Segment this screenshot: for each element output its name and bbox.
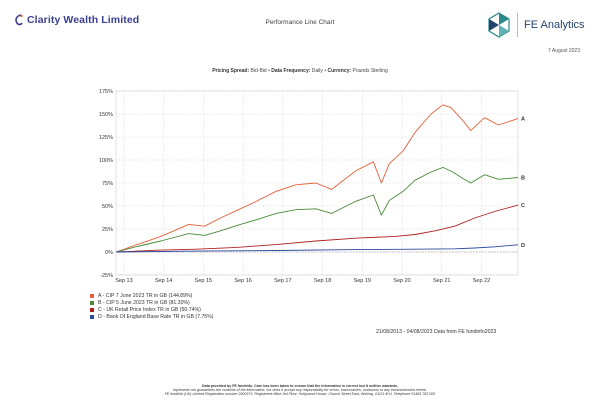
y-tick-label: 125% xyxy=(99,135,113,141)
param-separator: • xyxy=(268,68,270,74)
date-range: 21/08/2013 - 04/08/2023 Data from FE fun… xyxy=(376,329,497,335)
series-line-a xyxy=(115,104,519,253)
disclaimer-line-1: Data provided by FE fundinfo. Care has b… xyxy=(202,384,398,388)
disclaimer-line-2: represents nor guarantees the contents o… xyxy=(172,388,428,393)
y-tick-label: 75% xyxy=(102,181,113,187)
currency-value: Pounds Sterling xyxy=(352,68,388,74)
hexagon-logo-icon xyxy=(488,12,510,38)
y-tick-label: 100% xyxy=(99,158,113,164)
series-line-b xyxy=(115,166,519,253)
legend-swatch xyxy=(90,293,94,298)
y-tick-label: -25% xyxy=(100,273,113,279)
x-tick-label: Sep 16 xyxy=(234,278,251,284)
chart-parameters: Pricing Spread: Bid-Bid • Data Frequency… xyxy=(0,68,600,74)
series-line-c xyxy=(115,204,519,253)
legend-swatch xyxy=(90,314,94,319)
company-logo: Clarity Wealth Limited xyxy=(14,14,139,26)
company-name: Clarity Wealth Limited xyxy=(27,14,140,26)
x-tick-label: Sep 13 xyxy=(115,278,132,284)
series-end-label: C xyxy=(521,203,525,209)
disclaimer-line-3: FE fundinfo (UK) Limited Registration nu… xyxy=(164,392,436,397)
company-swirl-icon xyxy=(15,14,23,26)
legend-item: C - UK Retail Price Index TR in GB (50.7… xyxy=(90,306,214,313)
legend-item: B - CIP 5 June 2023 TR in GB (81.30%) xyxy=(90,299,214,306)
y-tick-label: 25% xyxy=(102,227,113,233)
param-separator: • xyxy=(324,68,327,74)
currency-label: Currency: xyxy=(327,68,352,74)
x-tick-label: Sep 15 xyxy=(195,278,212,284)
disclaimer-footer: Data provided by FE fundinfo. Care has b… xyxy=(60,384,540,397)
x-tick-label: Sep 14 xyxy=(155,278,172,284)
brand-separator xyxy=(517,13,518,37)
legend-item: D - Bank Of England Base Rate TR in GB (… xyxy=(90,313,214,320)
y-tick-label: 150% xyxy=(99,112,113,118)
x-tick-label: Sep 19 xyxy=(354,278,371,284)
x-tick-label: Sep 18 xyxy=(314,278,331,284)
y-tick-label: 0% xyxy=(105,250,113,256)
chart-legend: A - CIP 7 June 2023 TR in GB (144.89%) B … xyxy=(90,292,214,320)
legend-label: C - UK Retail Price Index TR in GB (50.7… xyxy=(98,306,201,313)
frequency-value: Daily xyxy=(311,68,323,74)
legend-item: A - CIP 7 June 2023 TR in GB (144.89%) xyxy=(90,292,214,299)
report-date: 7 August 2023 xyxy=(548,48,580,54)
legend-label: A - CIP 7 June 2023 TR in GB (144.89%) xyxy=(98,292,193,299)
pricing-label: Pricing Spread: xyxy=(212,68,250,74)
page-title: Performance Line Chart xyxy=(265,19,335,26)
brand-name: FE Analytics xyxy=(524,19,585,31)
x-tick-label: Sep 17 xyxy=(274,278,291,284)
y-tick-label: 175% xyxy=(99,89,113,95)
legend-label: B - CIP 5 June 2023 TR in GB (81.30%) xyxy=(98,299,190,306)
x-tick-label: Sep 21 xyxy=(433,278,450,284)
x-tick-label: Sep 22 xyxy=(473,278,490,284)
frequency-label: Data Frequency: xyxy=(271,68,311,74)
series-end-label: B xyxy=(521,175,525,181)
series-line-d xyxy=(115,244,519,253)
x-tick-label: Sep 20 xyxy=(393,278,410,284)
series-end-label: D xyxy=(521,243,525,249)
pricing-value: Bid-Bid xyxy=(250,68,267,74)
series-end-label: A xyxy=(521,117,525,123)
y-tick-label: 50% xyxy=(102,204,113,210)
legend-swatch xyxy=(90,307,94,312)
legend-swatch xyxy=(90,300,94,305)
legend-label: D - Bank Of England Base Rate TR in GB (… xyxy=(98,313,214,320)
brand-logo: FE Analytics xyxy=(487,12,585,38)
